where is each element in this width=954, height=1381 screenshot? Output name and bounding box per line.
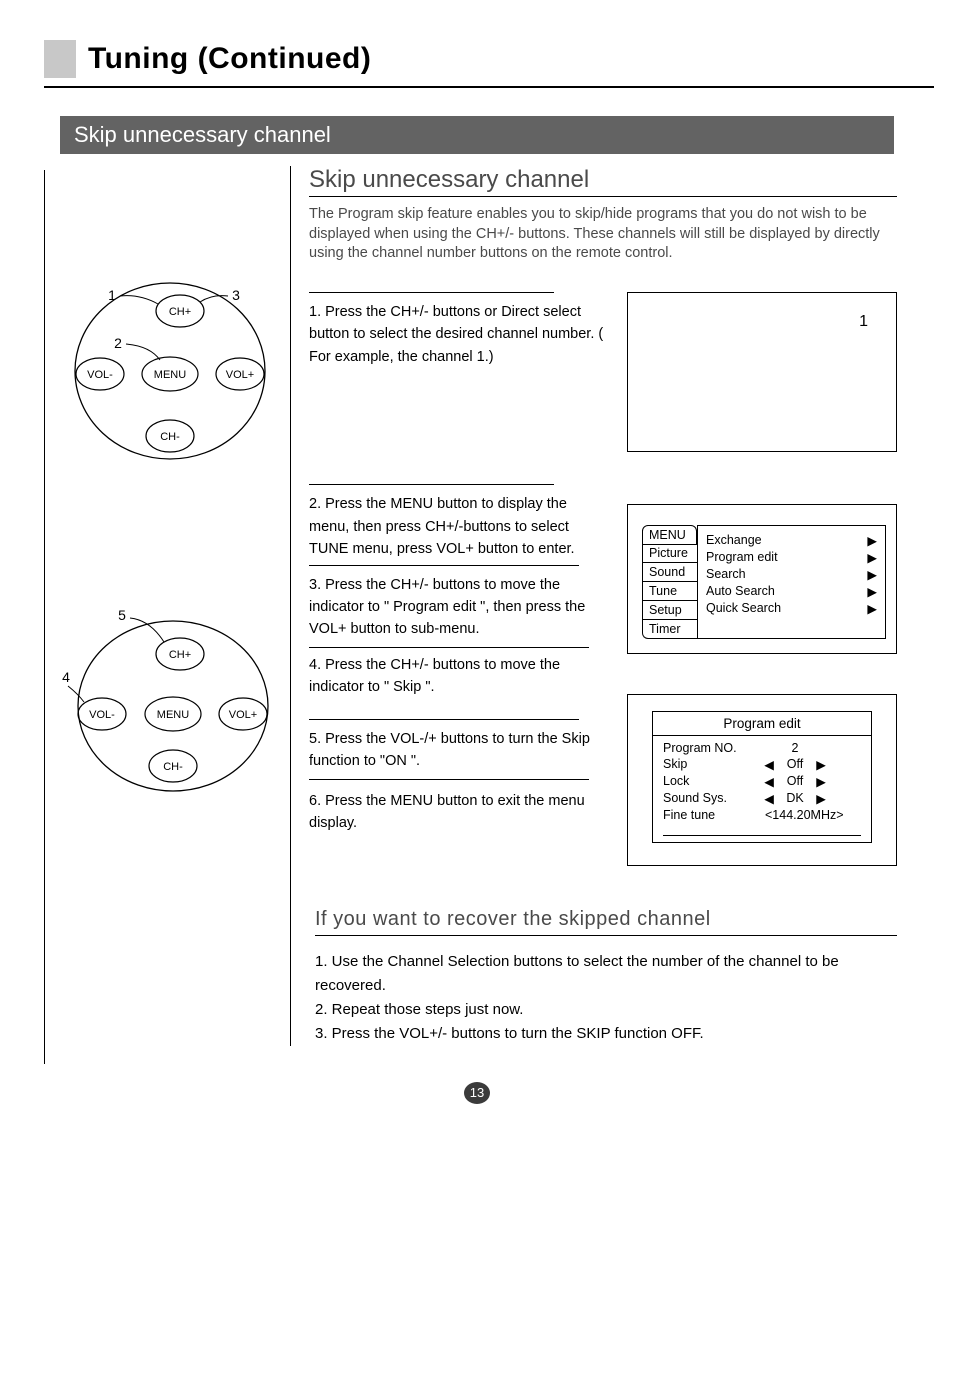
pe-value-fine-tune: <144.20MHz> (761, 808, 861, 822)
svg-text:MENU: MENU (157, 709, 189, 721)
triangle-right-icon: ▶ (813, 757, 829, 772)
menu-opt-exchange: Exchange (706, 533, 762, 548)
triangle-left-icon: ◀ (761, 791, 777, 806)
step-2: 2. Press the MENU button to display the … (309, 493, 609, 560)
triangle-right-icon: ▶ (867, 601, 877, 616)
svg-text:CH-: CH- (163, 761, 183, 773)
triangle-right-icon: ▶ (867, 533, 877, 548)
tv-channel-number: 1 (859, 313, 868, 331)
subheading: Skip unnecessary channel (309, 166, 897, 194)
pe-label-skip: Skip (663, 757, 761, 771)
pe-value-skip: Off (777, 757, 813, 771)
triangle-right-icon: ▶ (813, 774, 829, 789)
menu-opt-program-edit: Program edit (706, 550, 778, 565)
menu-tab-picture: Picture (642, 544, 697, 563)
menu-opt-search: Search (706, 567, 746, 582)
osd-program-edit-screen: Program edit Program NO. 2 Skip (627, 694, 897, 866)
step-4: 4. Press the CH+/- buttons to move the i… (309, 654, 609, 699)
pe-label-lock: Lock (663, 774, 761, 788)
pe-label-program-no: Program NO. (663, 741, 761, 755)
svg-text:1: 1 (108, 287, 116, 303)
recover-step-1: 1. Use the Channel Selection buttons to … (315, 950, 897, 998)
svg-text:4: 4 (62, 669, 70, 685)
step-6: 6. Press the MENU button to exit the men… (309, 790, 609, 835)
step-1: 1. Press the CH+/- buttons or Direct sel… (309, 301, 609, 368)
osd-menu-screen: MENU Picture Sound Tune Setup Timer Exch… (627, 504, 897, 654)
svg-text:CH-: CH- (160, 431, 180, 443)
svg-text:2: 2 (114, 335, 122, 351)
step-5: 5. Press the VOL-/+ buttons to turn the … (309, 728, 609, 773)
triangle-left-icon: ◀ (761, 774, 777, 789)
pe-value-program-no: 2 (777, 741, 813, 755)
triangle-right-icon: ▶ (867, 550, 877, 565)
pe-label-fine-tune: Fine tune (663, 808, 761, 822)
recover-step-2: 2. Repeat those steps just now. (315, 998, 897, 1022)
heading-accent-box (44, 40, 76, 78)
pe-value-sound-sys: DK (777, 791, 813, 805)
program-edit-title: Program edit (653, 712, 871, 736)
menu-tab-menu: MENU (642, 525, 697, 545)
svg-text:VOL-: VOL- (87, 369, 113, 381)
remote-diagram-2: CH+ CH- VOL- MENU VOL+ 5 4 (60, 606, 270, 796)
svg-text:CH+: CH+ (169, 306, 191, 318)
recover-heading: If you want to recover the skipped chann… (315, 908, 897, 931)
recover-step-3: 3. Press the VOL+/- buttons to turn the … (315, 1022, 897, 1046)
triangle-left-icon: ◀ (761, 757, 777, 772)
menu-tab-sound: Sound (642, 563, 697, 582)
svg-text:VOL-: VOL- (89, 709, 115, 721)
triangle-right-icon: ▶ (813, 791, 829, 806)
intro-paragraph: The Program skip feature enables you to … (309, 205, 897, 264)
menu-opt-auto-search: Auto Search (706, 584, 775, 599)
svg-text:VOL+: VOL+ (229, 709, 257, 721)
step-3: 3. Press the CH+/- buttons to move the i… (309, 574, 609, 641)
triangle-right-icon: ▶ (867, 584, 877, 599)
menu-opt-quick-search: Quick Search (706, 601, 781, 616)
page-number: 13 (464, 1082, 490, 1104)
tv-screen-channel: 1 (627, 292, 897, 452)
menu-tab-timer: Timer (642, 620, 697, 639)
menu-tab-setup: Setup (642, 601, 697, 620)
svg-text:MENU: MENU (154, 369, 186, 381)
menu-tab-tune: Tune (642, 582, 697, 601)
svg-text:3: 3 (232, 287, 240, 303)
remote-diagram-1: CH+ CH- VOL- MENU VOL+ 1 3 (60, 276, 270, 466)
pe-value-lock: Off (777, 774, 813, 788)
svg-text:5: 5 (118, 607, 126, 623)
section-banner: Skip unnecessary channel (60, 116, 894, 154)
pe-label-sound-sys: Sound Sys. (663, 791, 761, 805)
svg-text:CH+: CH+ (169, 649, 191, 661)
triangle-right-icon: ▶ (867, 567, 877, 582)
svg-text:VOL+: VOL+ (226, 369, 254, 381)
page-title: Tuning (Continued) (88, 42, 371, 76)
